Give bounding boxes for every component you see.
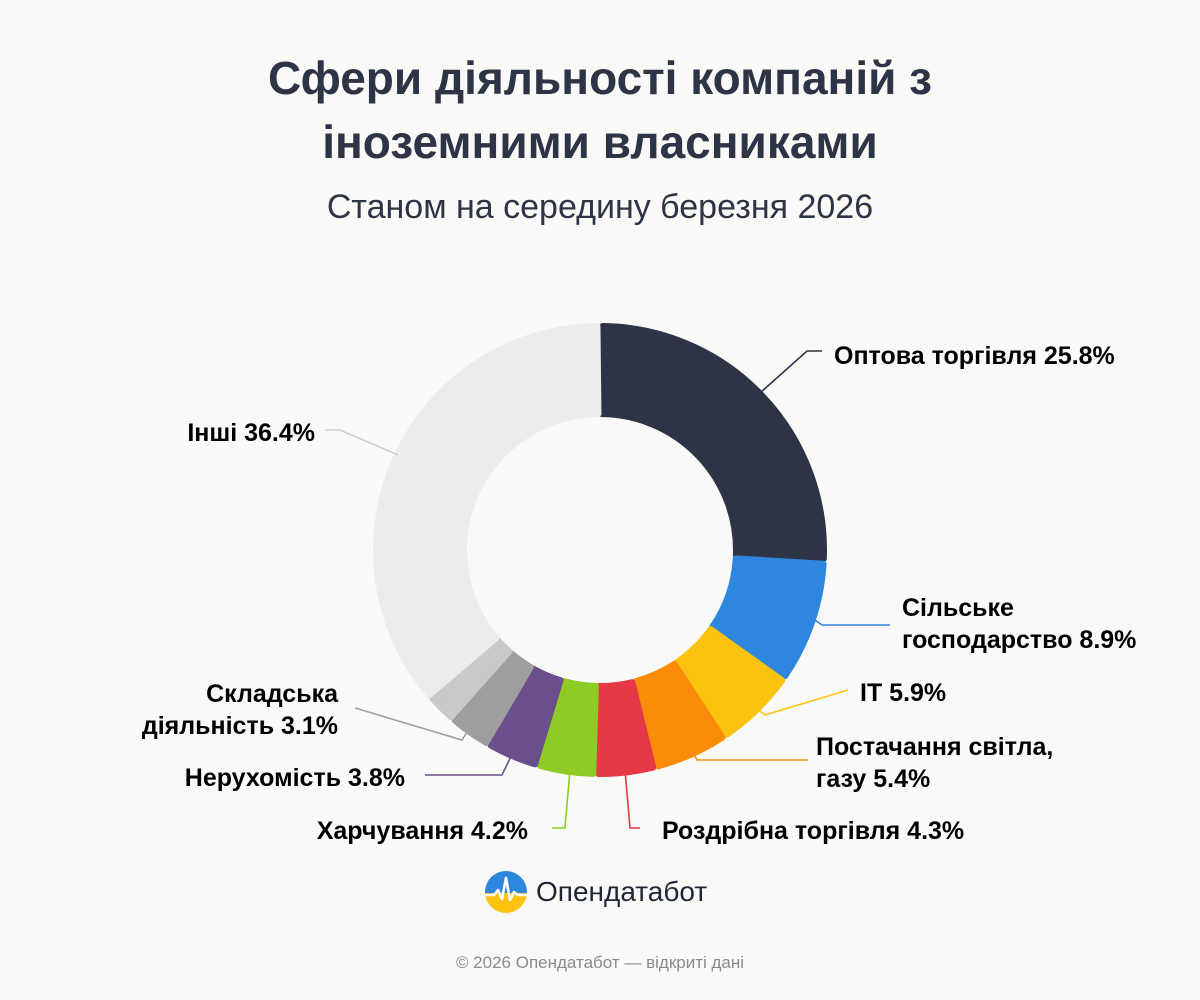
opendatabot-logo-icon [485, 871, 527, 913]
footer-copyright: © 2026 Опендатабот — відкриті дані [455, 953, 745, 972]
labels-layer: Оптова торгівля 25.8% Сільське господарств… [142, 342, 1137, 845]
slice-label-5-line-0: Харчування 4.2% [317, 817, 528, 845]
slice-3 [632, 660, 726, 770]
slice-label-6: Нерухомість 3.8% [185, 764, 405, 792]
slice-7 [451, 650, 534, 746]
slice-label-7: Складська діяльність 3.1% [142, 680, 339, 740]
slice-label-9-line-0: Інші 36.4% [187, 419, 315, 447]
brand-name: Опендатабот [536, 876, 708, 907]
slice-label-5: Харчування 4.2% [317, 817, 528, 845]
slice-label-4: Роздрібна торгівля 4.3% [662, 817, 964, 845]
leader-line-3 [689, 745, 808, 761]
slice-9 [373, 323, 602, 699]
slice-label-4-line-0: Роздрібна торгівля 4.3% [662, 817, 964, 845]
slice-label-7-line-1: діяльність 3.1% [142, 712, 338, 740]
slice-4 [595, 679, 657, 777]
slice-6 [487, 665, 564, 768]
slice-label-2: IT 5.9% [860, 679, 946, 707]
leader-line-0 [759, 350, 822, 394]
brand-logo: Опендатабот [484, 870, 707, 914]
slice-label-3-line-1: газу 5.4% [816, 765, 930, 793]
slices-layer [373, 323, 827, 777]
slice-label-7-line-0: Складська [206, 680, 339, 708]
leader-line-7 [354, 707, 471, 741]
slice-label-1-line-1: господарство 8.9% [902, 626, 1136, 654]
slice-label-6-line-0: Нерухомість 3.8% [185, 764, 405, 792]
chart-title: Сфери діяльності компаній з іноземними в… [0, 46, 1200, 174]
slice-label-9: Інші 36.4% [187, 419, 315, 447]
leader-line-9 [325, 429, 399, 456]
slice-label-3: Постачання світла, газу 5.4% [816, 733, 1053, 793]
slice-0 [598, 323, 827, 562]
chart-title-line-1: Сфери діяльності компаній з [267, 52, 933, 104]
slice-label-1-line-0: Сільське [902, 594, 1014, 622]
slice-label-1: Сільське господарство 8.9% [902, 594, 1136, 654]
leader-line-2 [755, 689, 849, 716]
slice-8 [429, 637, 513, 721]
slice-label-0: Оптова торгівля 25.8% [834, 342, 1115, 370]
leader-line-4 [624, 769, 640, 829]
chart-title-line-2: іноземними власниками [322, 116, 878, 168]
slice-5 [536, 678, 599, 777]
slice-label-3-line-0: Постачання світла, [816, 733, 1053, 761]
slice-1 [709, 555, 827, 680]
leader-line-1 [814, 619, 890, 626]
leader-lines-layer [325, 350, 890, 829]
leader-line-5 [552, 769, 571, 829]
chart-subtitle: Станом на середину березня 2026 [326, 188, 874, 226]
slice-label-0-line-0: Оптова торгівля 25.8% [834, 342, 1115, 370]
leader-line-6 [425, 751, 514, 776]
slice-label-2-line-0: IT 5.9% [860, 679, 946, 707]
